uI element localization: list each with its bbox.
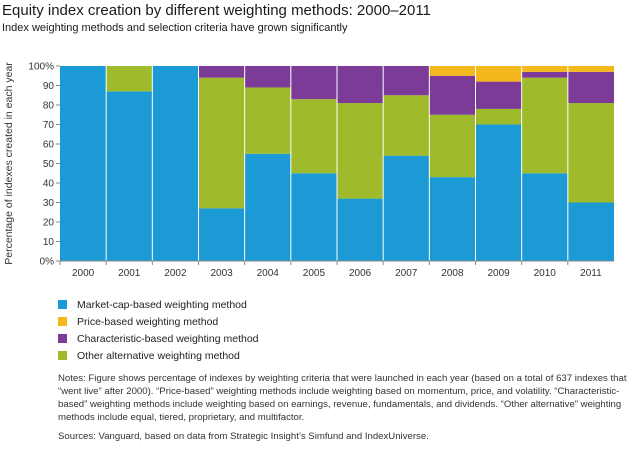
bar-segment-2000-series-0 (60, 66, 107, 261)
y-tick-label: 100% (28, 62, 54, 73)
x-tick-label: 2007 (395, 268, 418, 279)
legend-item: Price-based weighting method (58, 313, 259, 330)
bar-segment-2001-series-0 (106, 91, 153, 261)
y-tick-label: 20 (43, 218, 55, 229)
chart-notes: Notes: Figure shows percentage of indexe… (58, 373, 627, 423)
bar-segment-2008-series-2 (429, 75, 476, 115)
bar-segment-2008-series-0 (429, 177, 476, 261)
y-tick-label: 60 (43, 140, 55, 151)
bar-segment-2003-series-1 (198, 77, 245, 209)
bar-segment-2005-series-1 (290, 99, 337, 174)
chart-title: Equity index creation by different weigh… (2, 2, 431, 19)
y-tick-label: 40 (43, 179, 55, 190)
bar-segment-2011-series-2 (567, 71, 614, 104)
bar-segment-2008-series-1 (429, 114, 476, 178)
x-tick-label: 2006 (349, 268, 372, 279)
x-tick-label: 2003 (210, 268, 233, 279)
bar-segment-2008-series-3 (429, 66, 476, 76)
y-tick-label: 0% (40, 257, 55, 268)
y-tick-label: 30 (43, 198, 55, 209)
y-tick-label: 90 (43, 81, 55, 92)
legend-label: Other alternative weighting method (77, 349, 240, 362)
legend-item: Characteristic-based weighting method (58, 330, 259, 347)
bar-segment-2003-series-2 (198, 66, 245, 78)
x-tick-label: 2005 (303, 268, 326, 279)
bar-segment-2007-series-2 (383, 66, 430, 96)
x-tick-label: 2004 (257, 268, 280, 279)
y-axis-label: Percentage of indexes created in each ye… (3, 62, 15, 265)
bar-segment-2006-series-2 (337, 66, 384, 104)
x-tick-label: 2009 (487, 268, 510, 279)
chart-subtitle: Index weighting methods and selection cr… (2, 22, 348, 34)
bar-segment-2005-series-2 (290, 66, 337, 100)
y-tick-label: 10 (43, 237, 55, 248)
legend-swatch (58, 334, 67, 343)
bar-segment-2011-series-0 (567, 202, 614, 261)
x-tick-label: 2000 (72, 268, 95, 279)
bar-segment-2007-series-1 (383, 95, 430, 156)
x-tick-label: 2010 (534, 268, 557, 279)
bar-segment-2010-series-3 (521, 66, 568, 72)
legend-swatch (58, 351, 67, 360)
bar-segment-2006-series-1 (337, 103, 384, 199)
bar-segment-2009-series-1 (475, 108, 522, 125)
bar-segment-2011-series-1 (567, 103, 614, 203)
legend-label: Price-based weighting method (77, 315, 219, 328)
bar-segment-2009-series-2 (475, 81, 522, 109)
x-tick-label: 2002 (164, 268, 187, 279)
legend-label: Market-cap-based weighting method (77, 298, 247, 311)
stacked-bar-chart: 0% 10 20 30 40 50 60 70 80 90 100% 2000 2001 2002 2003… (3, 62, 614, 279)
y-tick-label: 70 (43, 120, 55, 131)
y-tick-label: 80 (43, 101, 55, 112)
bar-segment-2004-series-1 (244, 87, 291, 154)
bar-segment-2002-series-0 (152, 66, 199, 261)
x-tick-label: 2008 (441, 268, 464, 279)
chart-legend: Market-cap-based weighting method Price-b… (58, 296, 259, 364)
bar-segment-2003-series-0 (198, 208, 245, 261)
bar-segment-2009-series-0 (475, 124, 522, 261)
bar-segment-2006-series-0 (337, 198, 384, 261)
x-tick-label: 2011 (580, 268, 602, 279)
bar-segment-2004-series-2 (244, 66, 291, 88)
bar-segment-2011-series-3 (567, 66, 614, 72)
bar-segment-2001-series-1 (106, 66, 153, 92)
legend-item: Other alternative weighting method (58, 347, 259, 364)
bar-segment-2010-series-2 (521, 71, 568, 78)
bar-segment-2004-series-0 (244, 153, 291, 261)
legend-label: Characteristic-based weighting method (77, 332, 259, 345)
bar-segment-2005-series-0 (290, 173, 337, 261)
bar-segment-2010-series-1 (521, 77, 568, 174)
bar-segment-2009-series-3 (475, 66, 522, 82)
legend-item: Market-cap-based weighting method (58, 296, 259, 313)
chart-sources: Sources: Vanguard, based on data from St… (58, 431, 429, 442)
legend-swatch (58, 317, 67, 326)
y-tick-label: 50 (43, 159, 55, 170)
bar-segment-2010-series-0 (521, 173, 568, 261)
bar-segment-2007-series-0 (383, 155, 430, 261)
legend-swatch (58, 300, 67, 309)
x-tick-label: 2001 (118, 268, 141, 279)
